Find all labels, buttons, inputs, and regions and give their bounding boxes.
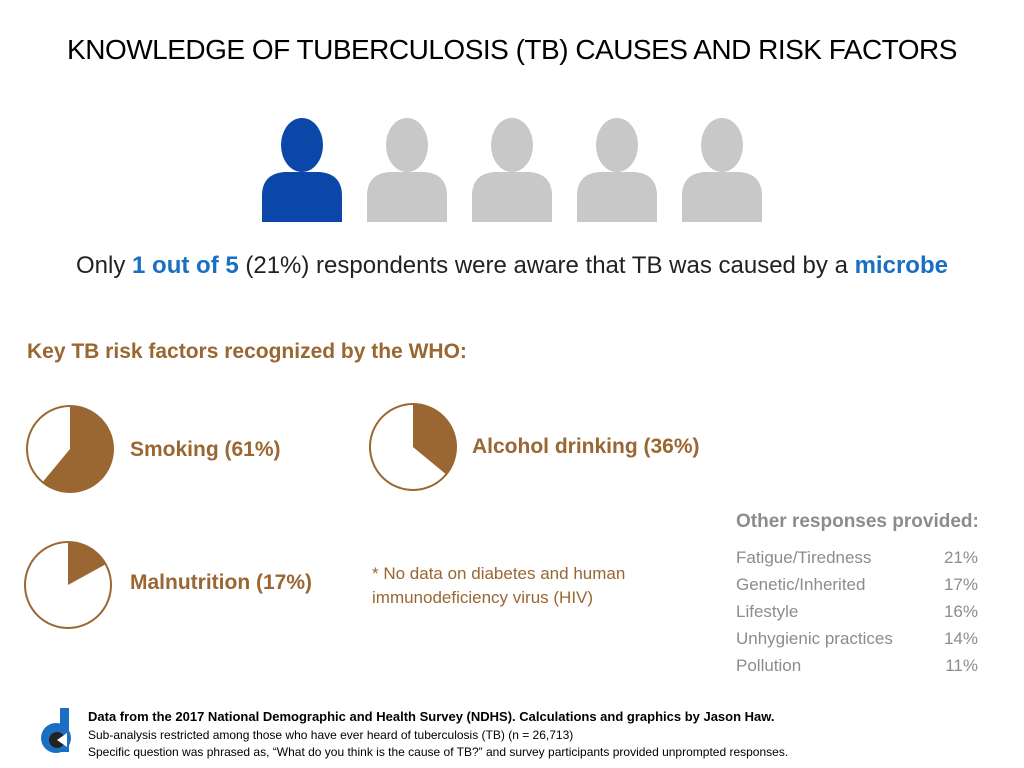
icon-head bbox=[281, 118, 323, 172]
response-value: 17% bbox=[943, 575, 978, 594]
pie-label: Alcohol drinking (36%) bbox=[472, 435, 700, 458]
headline: Only 1 out of 5 (21%) respondents were a… bbox=[0, 252, 1024, 280]
headline-highlight: 1 out of 5 bbox=[132, 252, 239, 279]
response-value: 14% bbox=[943, 629, 978, 648]
title: KNOWLEDGE OF TUBERCULOSIS (TB) CAUSES AN… bbox=[67, 34, 957, 65]
icon-head bbox=[596, 118, 638, 172]
subtitle: Key TB risk factors recognized by the WH… bbox=[27, 340, 467, 363]
headline-text: (21%) respondents were aware that TB was… bbox=[238, 252, 855, 279]
footer-line: Data from the 2017 National Demographic … bbox=[88, 709, 775, 724]
person-icon bbox=[262, 118, 342, 222]
headline-highlight: microbe bbox=[854, 252, 948, 279]
icon-body bbox=[682, 172, 762, 222]
response-value: 16% bbox=[943, 602, 978, 621]
response-label: Unhygienic practices bbox=[736, 629, 893, 648]
footer-line: Sub-analysis restricted among those who … bbox=[88, 728, 574, 742]
icon-head bbox=[701, 118, 743, 172]
icon-body bbox=[472, 172, 552, 222]
response-row: Pollution 11% bbox=[736, 656, 978, 676]
icon-body bbox=[367, 172, 447, 222]
headline-text: Only bbox=[76, 252, 133, 279]
response-row: Genetic/Inherited 17% bbox=[736, 575, 978, 595]
response-label: Fatigue/Tiredness bbox=[736, 548, 872, 567]
pie-slice bbox=[413, 404, 457, 475]
pie-label: Malnutrition (17%) bbox=[130, 571, 312, 594]
person-icon bbox=[367, 118, 447, 222]
note: * No data on diabetes and human immunode… bbox=[372, 564, 626, 607]
icon-head bbox=[491, 118, 533, 172]
person-icon bbox=[682, 118, 762, 222]
logo bbox=[41, 708, 71, 753]
person-icon bbox=[577, 118, 657, 222]
icon-head bbox=[386, 118, 428, 172]
pie-slice bbox=[42, 406, 113, 492]
response-label: Genetic/Inherited bbox=[736, 575, 866, 594]
response-row: Unhygienic practices 14% bbox=[736, 629, 978, 649]
response-label: Lifestyle bbox=[736, 602, 799, 621]
pie-label: Smoking (61%) bbox=[130, 438, 281, 461]
icon-body bbox=[262, 172, 342, 222]
pie-slice bbox=[68, 542, 106, 585]
footer-line: Specific question was phrased as, “What … bbox=[88, 745, 789, 759]
other-title: Other responses provided: bbox=[736, 511, 979, 532]
response-row: Lifestyle 16% bbox=[736, 602, 978, 622]
response-value: 21% bbox=[943, 548, 978, 567]
response-row: Fatigue/Tiredness 21% bbox=[736, 548, 978, 568]
response-label: Pollution bbox=[736, 656, 802, 675]
person-icon bbox=[472, 118, 552, 222]
icon-body bbox=[577, 172, 657, 222]
response-value: 11% bbox=[945, 656, 978, 675]
